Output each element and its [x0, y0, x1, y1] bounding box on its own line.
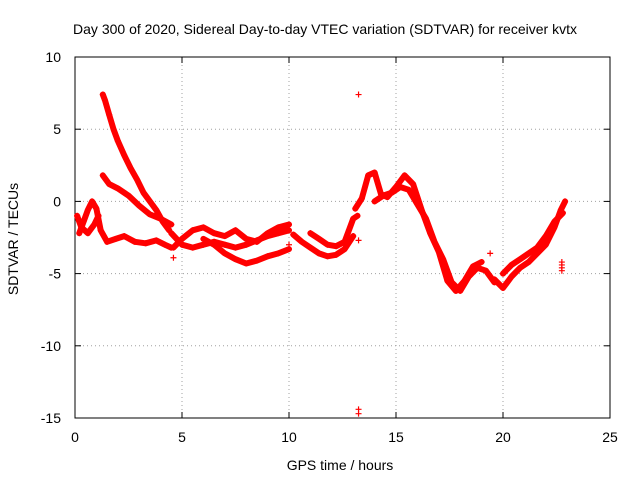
data-series: [307, 212, 361, 250]
tick-labels: 0 5 10 15 20 25 -15 -10 -5 0 5 10: [41, 49, 618, 445]
data-point-marker: [170, 254, 177, 261]
dense-point-track: [168, 227, 292, 251]
data-series: [200, 235, 292, 267]
x-axis-label: GPS time / hours: [287, 457, 394, 473]
y-tick-label: 10: [45, 49, 61, 65]
dense-point-track: [74, 212, 102, 237]
data-series: [74, 212, 102, 237]
x-tick-label: 0: [71, 429, 79, 445]
data-series: [99, 172, 175, 228]
y-tick-label: -5: [49, 266, 62, 282]
y-axis-label: SDTVAR / TECUs: [5, 183, 21, 295]
x-tick-label: 20: [495, 429, 511, 445]
dense-point-track: [371, 184, 498, 294]
data-series: [371, 183, 498, 294]
grid-lines: [75, 57, 610, 418]
x-tick-label: 25: [602, 429, 618, 445]
data-series: [170, 91, 565, 417]
dense-point-track: [99, 172, 175, 228]
x-tick-label: 5: [178, 429, 186, 445]
data-point-marker: [487, 250, 494, 257]
data-point-marker: [286, 241, 292, 248]
dense-point-track: [170, 221, 292, 251]
data-point-marker: [355, 410, 362, 417]
y-tick-label: -15: [41, 410, 61, 426]
dense-point-track: [307, 212, 361, 250]
y-tick-label: 0: [53, 193, 61, 209]
dense-point-track: [500, 210, 566, 277]
x-tick-label: 15: [388, 429, 404, 445]
dense-point-track: [99, 91, 173, 234]
dense-point-track: [290, 231, 357, 260]
data-series: [168, 227, 292, 251]
axis-ticks: [74, 56, 611, 419]
y-tick-label: -10: [41, 338, 61, 354]
plot-frame: [74, 56, 611, 419]
data-series: [500, 209, 566, 277]
data-point-marker: [558, 267, 565, 274]
y-tick-label: 5: [53, 121, 61, 137]
data-point-marker: [355, 237, 362, 244]
dense-point-track: [76, 198, 175, 251]
chart-title: Day 300 of 2020, Sidereal Day-to-day VTE…: [73, 21, 577, 37]
data-point-marker: [355, 91, 362, 98]
data-series: [290, 231, 357, 260]
data-points: [74, 91, 569, 417]
dense-point-track: [200, 235, 292, 267]
x-tick-label: 10: [281, 429, 297, 445]
